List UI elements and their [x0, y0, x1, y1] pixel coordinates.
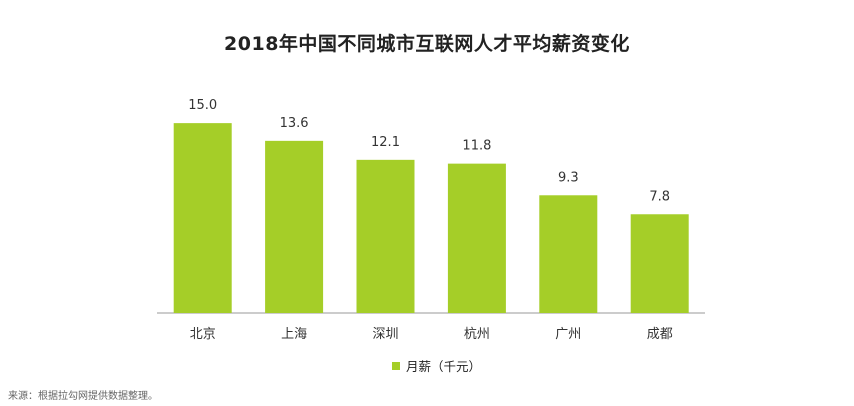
data-label-2: 12.1 — [371, 135, 400, 150]
bar-5 — [630, 214, 689, 313]
legend-swatch — [392, 361, 400, 370]
bar-2 — [356, 159, 415, 313]
x-tick-label-5: 成都 — [647, 327, 673, 342]
data-label-4: 9.3 — [558, 170, 579, 185]
x-tick-label-1: 上海 — [281, 327, 307, 342]
x-tick-label-2: 深圳 — [372, 327, 398, 342]
bar-0 — [173, 123, 232, 313]
bar-4 — [539, 195, 598, 313]
bar-1 — [265, 140, 324, 313]
legend-label: 月薪（千元） — [406, 359, 482, 374]
x-tick-label-0: 北京 — [190, 327, 216, 342]
x-tick-label-3: 杭州 — [464, 327, 490, 342]
data-label-0: 15.0 — [188, 98, 217, 113]
bar-3 — [447, 163, 506, 313]
chart-title: 2018年中国不同城市互联网人才平均薪资变化 — [224, 33, 630, 55]
data-label-5: 7.8 — [649, 189, 670, 204]
legend: 月薪（千元） — [392, 356, 481, 375]
data-label-1: 13.6 — [280, 116, 309, 131]
x-tick-label-4: 广州 — [555, 327, 581, 342]
source-note: 来源：根据拉勾网提供数据整理。 — [8, 391, 158, 402]
data-label-3: 11.8 — [462, 139, 491, 154]
